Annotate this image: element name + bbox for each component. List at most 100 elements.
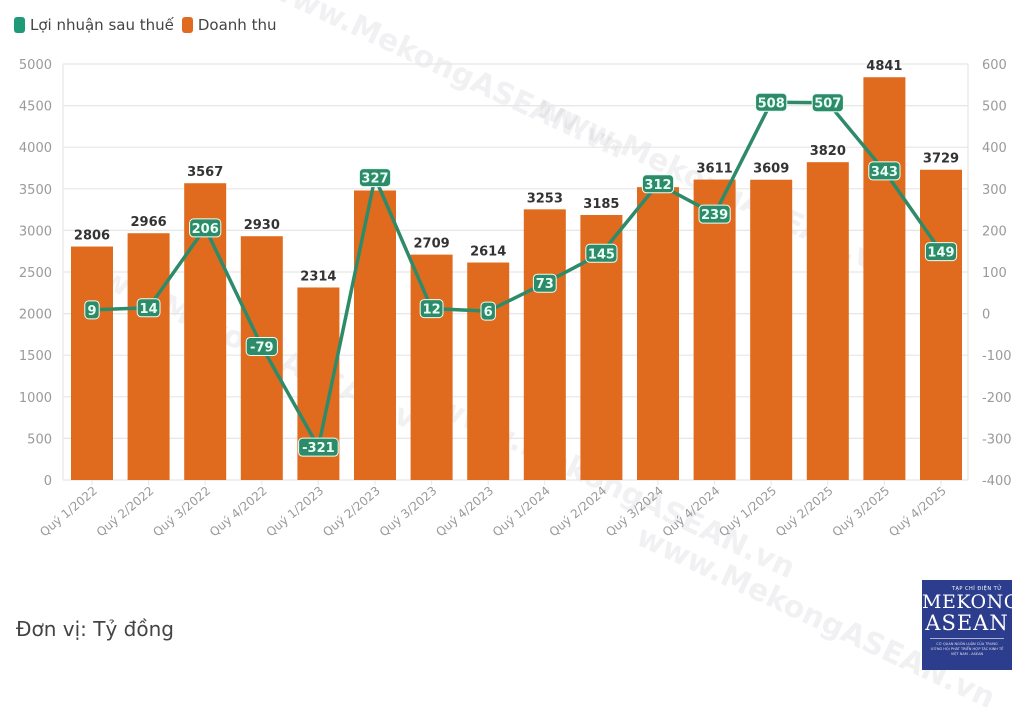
y-left-tick: 4500 [19,100,52,115]
y-left-tick: 3000 [19,224,52,239]
revenue-bar[interactable] [71,246,113,480]
x-tick-label: Quý 1/2022 [37,484,100,540]
x-tick-label: Quý 3/2025 [830,484,893,540]
x-tick-label: Quý 3/2022 [150,484,213,540]
profit-value-label: 149 [927,246,954,261]
profit-value-label: 508 [758,96,785,111]
revenue-value-label: 2314 [300,269,336,284]
revenue-bar-labels: 2806 2966 3567 2930 2314 2709 2614 3253 3185 3611… [74,59,959,284]
revenue-bar[interactable] [240,236,283,480]
revenue-value-label: 4841 [866,59,902,74]
profit-label-bg [480,301,496,321]
x-tick-label: Quý 4/2022 [207,484,270,540]
profit-polyline [91,100,943,449]
y-axis-left: 0 500 1000 1500 2000 2500 3000 3500 4000 4500 5000 [19,58,52,489]
revenue-value-label: 3253 [527,191,563,206]
y-right-tick: -300 [982,432,1012,447]
revenue-bar[interactable] [127,233,170,480]
profit-value-label: 327 [361,172,388,187]
profit-value-label: 14 [140,302,158,317]
profit-line [91,100,943,449]
revenue-value-label: 3611 [697,162,733,177]
y-right-tick: 100 [982,266,1007,281]
legend-label-revenue: Doanh thu [197,16,277,34]
legend: Lợi nhuận sau thuế Doanh thu [14,16,284,34]
profit-label-bg [84,300,100,320]
legend-label-profit: Lợi nhuận sau thuế [30,16,174,34]
y-left-tick: 4000 [19,141,52,156]
y-left-tick: 2500 [19,266,52,281]
revenue-bar[interactable] [467,262,510,480]
y-right-tick: 300 [982,183,1007,198]
revenue-bar[interactable] [693,179,736,480]
profit-label-bg [136,298,161,318]
revenue-value-label: 3185 [583,197,619,212]
y-left-tick: 1000 [19,391,52,406]
y-axis-right: -400 -300 -200 -100 0 100 200 300 400 500 600 [982,58,1012,489]
unit-label: Đơn vị: Tỷ đồng [16,617,174,641]
profit-value-label: 343 [871,165,898,180]
y-right-tick: 0 [982,308,990,323]
profit-value-label: 12 [423,303,441,318]
profit-value-label: 507 [814,97,841,112]
x-tick-label: Quý 2/2022 [94,484,157,540]
revenue-bar[interactable] [523,209,566,480]
profit-value-label: 73 [536,277,554,292]
profit-label-bg [532,273,557,293]
logo-divider [930,638,1004,639]
profit-value-label: 239 [701,208,728,223]
legend-item-profit[interactable]: Lợi nhuận sau thuế [14,16,174,34]
revenue-bar[interactable] [863,77,906,481]
profit-value-label: 206 [192,222,219,237]
revenue-bar[interactable] [920,169,962,480]
profit-value-label: -321 [302,441,335,456]
y-right-tick: -100 [982,349,1012,364]
profit-label-bg [755,92,788,112]
y-right-tick: -400 [982,474,1012,489]
profit-label-bg [298,437,339,457]
revenue-bar[interactable] [806,162,849,480]
y-right-tick: 500 [982,100,1007,115]
logo-tagline: CƠ QUAN NGÔN LUẬN CỦA TRUNG ƯƠNG HỘI PHÁ… [930,642,1004,656]
profit-label-bg [698,204,731,224]
profit-value-label: 6 [484,305,493,320]
profit-value-label: 312 [644,178,671,193]
revenue-value-label: 2930 [244,218,280,233]
y-left-tick: 1500 [19,349,52,364]
x-tick-label: Quý 4/2023 [433,484,496,540]
profit-label-bg [868,161,901,181]
revenue-bars [71,77,962,481]
y-left-tick: 2000 [19,308,52,323]
profit-label-bg [811,93,844,113]
x-tick-label: Quý 1/2025 [716,484,779,540]
logo-subtitle: TẠP CHÍ ĐIỆN TỬ [951,586,1002,592]
legend-swatch-profit [14,17,25,33]
revenue-value-label: 2966 [131,215,167,230]
revenue-value-label: 3820 [810,144,846,159]
revenue-bar[interactable] [354,190,396,481]
logo-line2: ASEAN [925,611,1009,635]
mekong-asean-logo: TẠP CHÍ ĐIỆN TỬ MEKONG ASEAN CƠ QUAN NGÔ… [922,580,1019,670]
profit-value-label: -79 [250,340,274,355]
profit-label-bg [419,299,444,319]
revenue-value-label: 3567 [187,165,223,180]
combo-chart: 0500100015002000250030003500400045005000… [19,58,1012,539]
x-tick-label: Quý 4/2024 [660,484,723,540]
x-tick-label: Quý 3/2023 [377,484,440,540]
profit-label-bg [585,243,618,263]
x-tick-label: Quý 1/2024 [490,484,553,540]
profit-value-label: 145 [588,247,615,262]
y-left-tick: 500 [27,432,52,447]
revenue-bar[interactable] [410,254,453,480]
x-tick-label: Quý 3/2024 [603,484,666,540]
x-tick-label: Quý 2/2025 [773,484,836,540]
revenue-bar[interactable] [637,187,679,481]
y-right-tick: 400 [982,141,1007,156]
profit-label-bg [641,174,675,194]
revenue-bar[interactable] [750,179,793,480]
legend-item-revenue[interactable]: Doanh thu [181,16,277,34]
profit-label-bg [189,218,222,238]
profit-label-bg [924,242,958,262]
revenue-value-label: 2614 [470,245,506,260]
